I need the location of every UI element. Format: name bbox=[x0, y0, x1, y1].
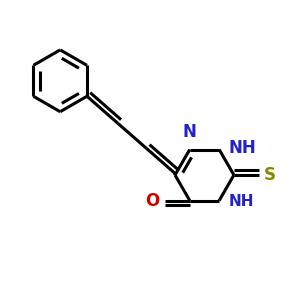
Text: N: N bbox=[183, 123, 197, 141]
Text: NH: NH bbox=[229, 194, 254, 209]
Text: S: S bbox=[264, 166, 276, 184]
Text: O: O bbox=[145, 191, 159, 209]
Text: NH: NH bbox=[229, 139, 256, 157]
